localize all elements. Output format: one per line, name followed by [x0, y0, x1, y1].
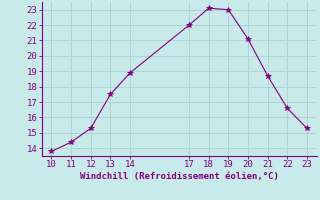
X-axis label: Windchill (Refroidissement éolien,°C): Windchill (Refroidissement éolien,°C): [80, 172, 279, 181]
